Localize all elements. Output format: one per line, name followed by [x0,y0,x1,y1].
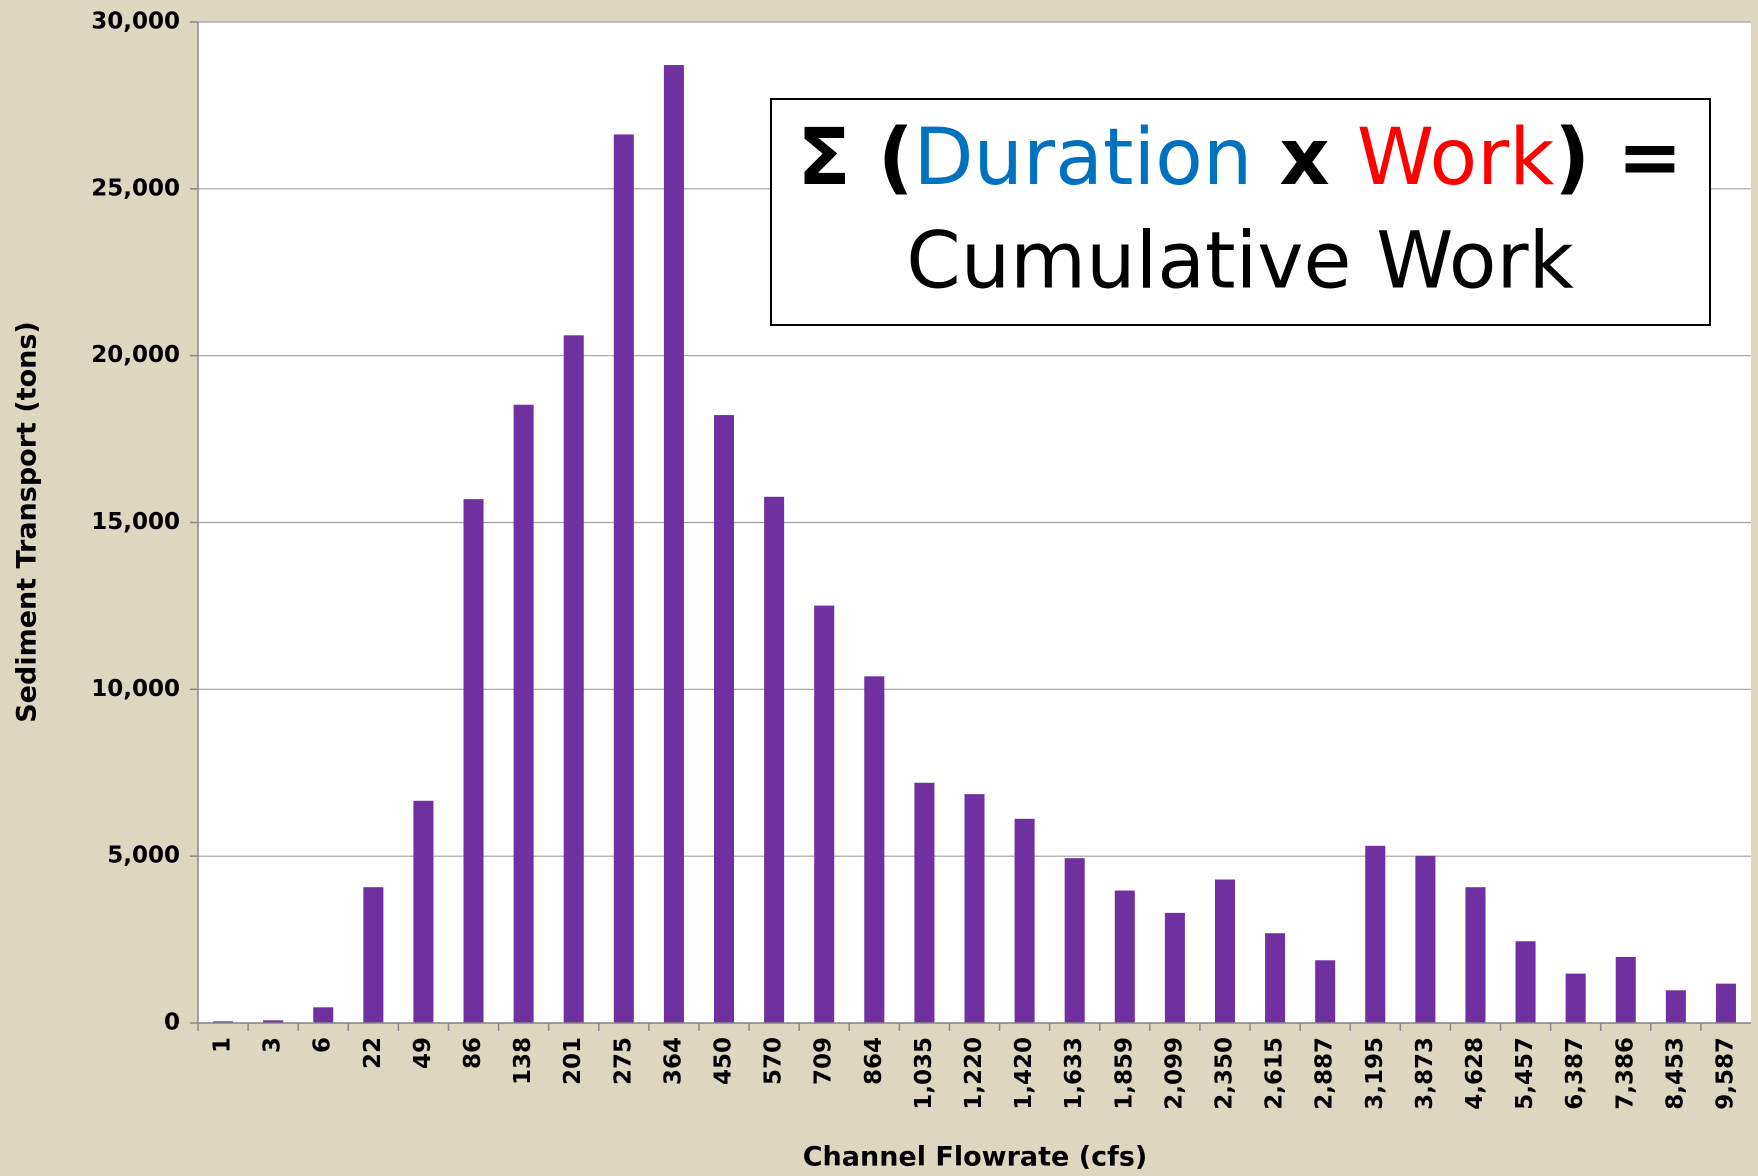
bar [1114,890,1135,1023]
annotation-part: x [1252,113,1357,203]
x-tick-label: 5,457 [1512,1037,1538,1110]
x-tick-label: 6,387 [1562,1037,1588,1110]
bar [814,605,835,1023]
y-tick-label: 25,000 [91,175,180,201]
bar [1214,879,1236,1023]
bar [1265,933,1286,1023]
x-tick-label: 2,350 [1211,1037,1237,1110]
x-tick-label: 7,386 [1612,1037,1638,1110]
bar [713,415,735,1023]
x-tick-label: 6 [310,1037,336,1053]
y-tick-label: 20,000 [91,342,180,368]
x-tick-label: 49 [410,1037,436,1069]
bar [1164,912,1185,1023]
y-axis-title: Sediment Transport (tons) [12,321,43,723]
x-tick-label: 2,615 [1262,1037,1288,1110]
bar [914,782,935,1023]
annotation-line: Σ (Duration x Work) = [797,113,1682,203]
y-tick-label: 30,000 [91,9,180,35]
annotation-line: Cumulative Work [906,216,1574,306]
x-tick-label: 864 [861,1037,887,1085]
bar [1665,990,1686,1023]
bar [764,496,785,1023]
bar [1064,858,1085,1023]
x-tick-label: 1,220 [961,1037,987,1110]
bar [463,499,484,1024]
annotation-box [770,98,1711,326]
annotation-part: ) = [1554,113,1682,203]
x-tick-label: 1,859 [1111,1037,1137,1110]
annotation-part: Σ ( [797,113,913,203]
bar [613,134,634,1023]
x-tick-label: 1,035 [911,1037,937,1110]
bar [663,65,684,1024]
x-tick-label: 86 [460,1037,486,1069]
x-tick-label: 138 [510,1037,536,1085]
bar [1315,960,1336,1023]
x-tick-label: 3,195 [1362,1037,1388,1110]
x-tick-label: 201 [560,1037,586,1085]
bar [1465,887,1486,1023]
bar [513,404,534,1023]
bar [864,676,885,1023]
bar [263,1020,284,1023]
bar [1365,845,1386,1023]
y-tick-label: 10,000 [91,676,180,702]
x-tick-label: 275 [610,1037,636,1085]
annotation-part: Duration [914,113,1253,203]
x-tick-label: 3,873 [1412,1037,1438,1110]
bar [1415,855,1436,1023]
x-tick-label: 9,587 [1712,1037,1738,1110]
x-tick-label: 8,453 [1662,1037,1688,1110]
bars [213,65,1736,1024]
x-tick-label: 22 [360,1037,386,1069]
x-tick-label: 1,633 [1061,1037,1087,1110]
x-tick-label: 1 [210,1037,236,1053]
x-tick-label: 3 [260,1037,286,1053]
bar [1014,818,1035,1023]
y-tick-label: 5,000 [107,843,180,869]
x-tick-label: 450 [711,1037,737,1085]
bar [964,794,985,1023]
bar [1715,983,1736,1023]
bar [413,800,434,1023]
x-axis-title: Channel Flowrate (cfs) [803,1142,1148,1173]
x-tick-label: 2,887 [1312,1037,1338,1110]
y-tick-label: 0 [164,1010,180,1036]
bar [1565,973,1586,1023]
annotation-part: Work [1357,113,1555,203]
bar [363,887,384,1023]
bar [313,1007,334,1023]
x-tick-label: 709 [811,1037,837,1085]
x-tick-label: 570 [761,1037,787,1085]
x-tick-label: 1,420 [1011,1037,1037,1110]
bar [1515,941,1536,1023]
x-tick-label: 2,099 [1161,1037,1187,1110]
bar [1615,956,1636,1023]
bar [213,1021,234,1023]
x-tick-label: 364 [660,1037,686,1085]
y-tick-label: 15,000 [91,509,180,535]
bar [563,335,584,1023]
x-tick-label: 4,628 [1462,1037,1488,1110]
